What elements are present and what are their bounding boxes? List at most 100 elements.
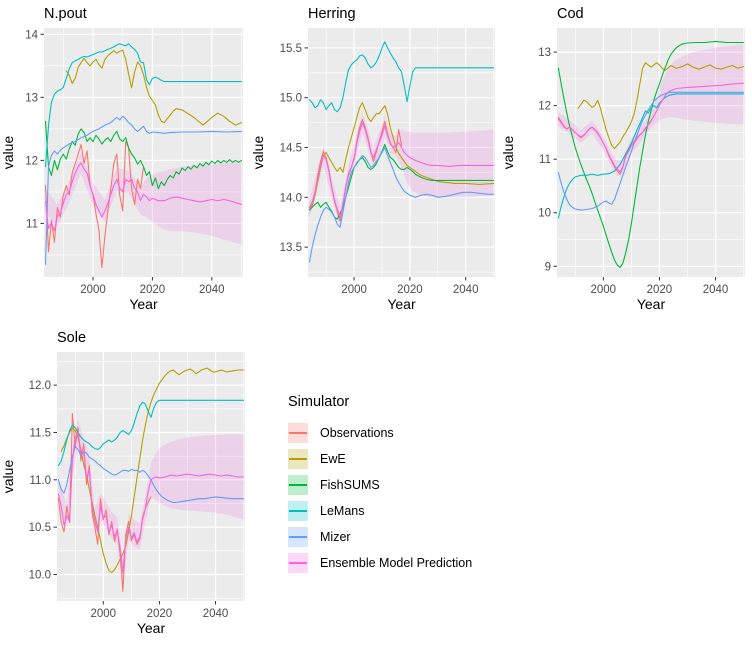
facet-title: Cod	[557, 6, 584, 22]
panel-background	[557, 28, 745, 277]
legend-key-swatch	[288, 423, 308, 443]
x-tick-label: 2020	[140, 284, 166, 296]
y-axis-title: value	[500, 136, 516, 170]
y-tick-label: 13	[538, 47, 551, 59]
y-tick-label: 11.5	[29, 428, 51, 440]
y-tick-label: 12	[538, 101, 551, 113]
legend-key-line-icon	[289, 432, 307, 434]
legend-key-swatch	[288, 501, 308, 521]
facet-cod: 2000 2020 2040 9 10 11 12 13 Cod Year value	[500, 0, 752, 320]
y-tick-label: 11.0	[29, 475, 51, 487]
legend-key-swatch	[288, 475, 308, 495]
chart-svg: 2000 2020 2040 9 10 11 12 13 Cod Year value	[500, 6, 745, 312]
series-line-ewe	[577, 62, 745, 150]
y-tick-label: 10.0	[29, 570, 51, 582]
y-tick-label: 12	[25, 155, 38, 167]
y-axis-title: value	[250, 136, 266, 170]
ensemble-ribbon	[558, 44, 744, 177]
x-tick-label: 2000	[341, 284, 367, 296]
x-tick-label: 2020	[647, 284, 673, 296]
y-tick-label: 11	[539, 154, 551, 166]
legend-key-swatch	[288, 449, 308, 469]
x-axis-title: Year	[637, 296, 666, 312]
series-line-fishsums	[308, 143, 495, 220]
legend-item: Mizer	[288, 524, 472, 550]
facet-title: N.pout	[44, 6, 87, 22]
series-line-ewe	[308, 102, 495, 210]
legend-item: Observations	[288, 420, 472, 446]
ensemble-ribbon	[58, 419, 244, 586]
y-tick-label: 13.5	[280, 242, 302, 254]
legend-items: Observations EwE FishSUMS LeMans Mizer Ensemb…	[288, 420, 472, 576]
y-tick-label: 14	[25, 29, 38, 41]
x-tick-label: 2040	[203, 608, 229, 620]
ensemble-ribbon	[45, 152, 242, 245]
legend-item: EwE	[288, 446, 472, 472]
legend-item-label: EwE	[320, 452, 346, 466]
facet-title: Herring	[308, 6, 356, 22]
legend-item-label: Ensemble Model Prediction	[320, 556, 473, 570]
series-line-mizer	[308, 146, 495, 263]
legend-item: LeMans	[288, 498, 472, 524]
series-line-lemans	[44, 43, 243, 168]
series-line-mizer	[557, 91, 745, 211]
x-tick-label: 2000	[91, 608, 117, 620]
y-tick-label: 15.0	[280, 93, 302, 105]
series-line-fishsums	[557, 40, 745, 268]
x-tick-label: 2040	[453, 284, 479, 296]
x-tick-label: 2020	[147, 608, 173, 620]
chart-svg: 2000 2020 2040 13.5 14.0 14.5 15.0 15.5 Herring Y…	[250, 6, 495, 312]
series-line-fishsums	[44, 120, 243, 190]
y-tick-label: 12.0	[29, 380, 51, 392]
ensemble-ribbon	[309, 112, 494, 228]
panel-background	[57, 352, 245, 601]
y-tick-label: 13	[25, 92, 38, 104]
y-tick-label: 9	[545, 261, 551, 273]
x-axis-title: Year	[129, 296, 158, 312]
series-line-lemans	[557, 93, 745, 219]
facet-sole: 2000 2020 2040 10.0 10.5 11.0 11.5 12.0 Sole Year…	[0, 320, 250, 645]
y-axis-title: value	[0, 460, 16, 494]
legend: Simulator Observations EwE FishSUMS LeMans M…	[288, 394, 472, 576]
x-axis-title: Year	[137, 620, 166, 636]
series-line-ensemble-model-prediction	[308, 122, 495, 218]
series-line-mizer	[44, 115, 243, 265]
legend-title: Simulator	[288, 394, 350, 410]
series-line-ensemble-model-prediction	[557, 82, 745, 173]
panel-background	[308, 28, 495, 277]
legend-key-line-icon	[289, 484, 307, 486]
facet-herring: 2000 2020 2040 13.5 14.0 14.5 15.0 15.5 Herring Y…	[250, 0, 500, 320]
x-tick-label: 2020	[397, 284, 423, 296]
x-tick-label: 2040	[199, 284, 225, 296]
series-line-ewe	[60, 367, 245, 574]
x-axis-title: Year	[387, 296, 416, 312]
legend-item-label: Mizer	[320, 530, 351, 544]
legend-item: Ensemble Model Prediction	[288, 550, 472, 576]
series-line-ewe	[65, 49, 243, 126]
legend-key-swatch	[288, 527, 308, 547]
legend-item-label: Observations	[320, 426, 394, 440]
legend-item-label: FishSUMS	[320, 478, 380, 492]
series-line-ensemble-model-prediction	[44, 162, 243, 232]
series-line-lemans	[308, 41, 495, 113]
x-tick-label: 2040	[703, 284, 729, 296]
legend-key-swatch	[288, 553, 308, 573]
legend-key-line-icon	[289, 458, 307, 460]
y-tick-label: 14.0	[280, 192, 302, 204]
y-tick-label: 11	[26, 218, 38, 230]
chart-svg: 2000 2020 2040 11 12 13 14 N.pout Year value	[0, 6, 243, 312]
series-line-ensemble-model-prediction	[57, 431, 245, 574]
facet-npout: 2000 2020 2040 11 12 13 14 N.pout Year value	[0, 0, 250, 320]
x-tick-label: 2000	[591, 284, 617, 296]
y-tick-label: 14.5	[280, 143, 302, 155]
legend-item: FishSUMS	[288, 472, 472, 498]
y-axis-title: value	[0, 136, 16, 170]
y-tick-label: 10	[538, 208, 551, 220]
chart-svg: 2000 2020 2040 10.0 10.5 11.0 11.5 12.0 Sole Year…	[0, 330, 245, 636]
y-tick-label: 10.5	[29, 522, 51, 534]
legend-key-line-icon	[289, 536, 307, 538]
legend-key-line-icon	[289, 510, 307, 512]
legend-key-line-icon	[289, 562, 307, 564]
facet-title: Sole	[57, 330, 86, 346]
